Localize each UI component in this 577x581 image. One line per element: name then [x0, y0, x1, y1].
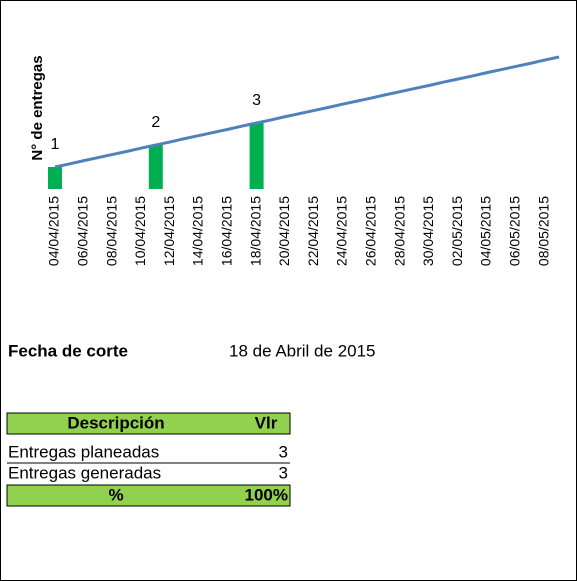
x-tick-label: 08/04/2015	[103, 196, 119, 266]
table-footer-bg	[6, 484, 291, 507]
x-tick-label: 06/04/2015	[75, 196, 91, 266]
bar	[148, 145, 163, 189]
x-tick-label: 22/04/2015	[305, 196, 321, 266]
x-tick-label: 16/04/2015	[219, 196, 235, 266]
x-tick-label: 12/04/2015	[161, 196, 177, 266]
x-tick-label: 04/05/2015	[478, 196, 494, 266]
x-tick-label: 20/04/2015	[276, 196, 292, 266]
cutoff-label: Fecha de corte	[8, 341, 128, 360]
bar	[48, 167, 62, 189]
table-footer: 100%	[245, 485, 288, 504]
x-tick-label: 26/04/2015	[363, 196, 379, 266]
table-header: Descripción	[67, 413, 164, 432]
table-header-bg	[6, 412, 291, 435]
table-cell: Entregas generadas	[8, 463, 161, 482]
x-tick-label: 30/04/2015	[420, 196, 436, 266]
table-footer: %	[108, 485, 123, 504]
data-label: 3	[252, 92, 261, 109]
x-tick-label: 14/04/2015	[190, 196, 206, 266]
x-tick-label: 28/04/2015	[391, 196, 407, 266]
data-label: 1	[51, 136, 60, 153]
x-tick-label: 10/04/2015	[132, 196, 148, 266]
data-label: 2	[151, 114, 160, 131]
cutoff-value: 18 de Abril de 2015	[229, 341, 376, 360]
table-header: Vlr	[255, 413, 278, 432]
bar	[249, 123, 264, 189]
x-tick-label: 24/04/2015	[334, 196, 350, 266]
table-cell: 3	[279, 463, 288, 482]
x-tick-label: 04/04/2015	[46, 196, 62, 266]
x-tick-label: 18/04/2015	[247, 196, 263, 266]
x-tick-label: 02/05/2015	[449, 196, 465, 266]
y-axis-label: N° de entregas	[29, 55, 46, 160]
x-tick-label: 08/05/2015	[535, 196, 551, 266]
table-cell: Entregas planeadas	[8, 442, 159, 461]
x-tick-label: 06/05/2015	[507, 196, 523, 266]
table-cell: 3	[279, 442, 288, 461]
line	[54, 55, 560, 169]
